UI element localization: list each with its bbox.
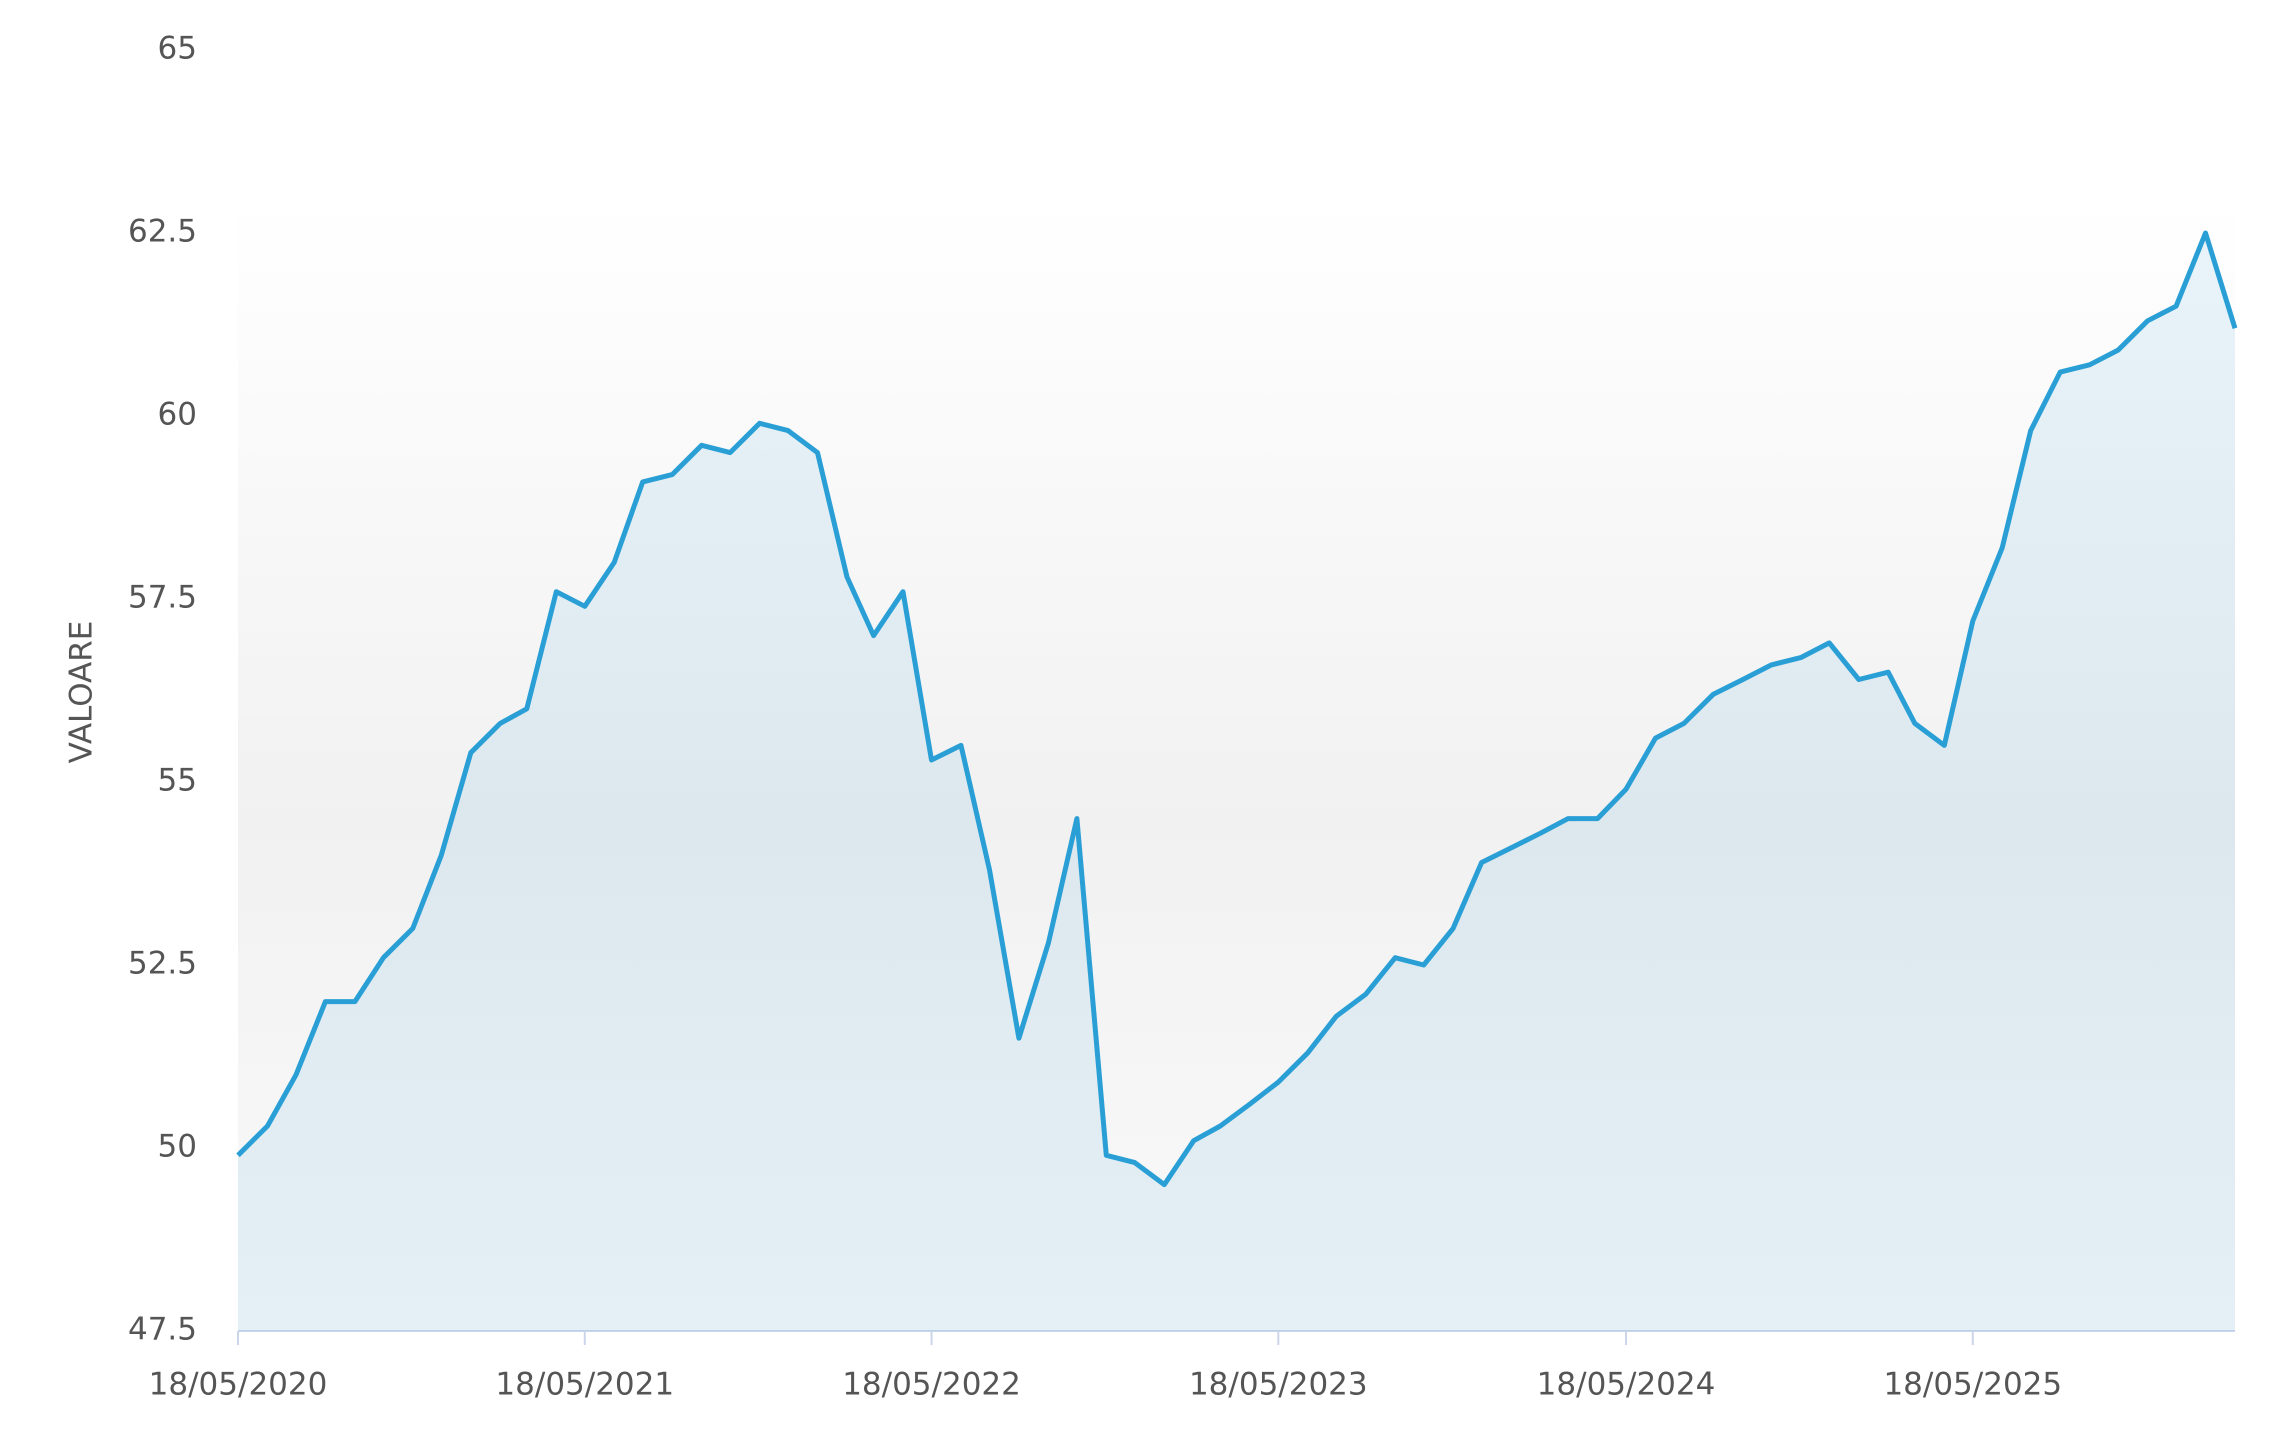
y-tick-label: 52.5 bbox=[128, 946, 197, 982]
y-tick-label: 62.5 bbox=[128, 214, 197, 250]
x-tick-label: 18/05/2021 bbox=[495, 1367, 674, 1403]
y-tick-label: 57.5 bbox=[128, 580, 197, 616]
x-tick-label: 18/05/2020 bbox=[149, 1367, 328, 1403]
y-tick-label: 47.5 bbox=[128, 1312, 197, 1348]
x-tick-label: 18/05/2023 bbox=[1189, 1367, 1368, 1403]
y-axis-title: VALOARE bbox=[64, 621, 100, 764]
x-tick-label: 18/05/2024 bbox=[1537, 1367, 1716, 1403]
y-tick-label: 60 bbox=[158, 397, 197, 433]
x-tick-label: 18/05/2022 bbox=[842, 1367, 1021, 1403]
x-tick-label: 18/05/2025 bbox=[1883, 1367, 2062, 1403]
y-tick-label: 50 bbox=[158, 1129, 197, 1165]
line bbox=[236, 230, 2238, 1188]
plot-background bbox=[238, 200, 2235, 1331]
y-tick-label: 55 bbox=[158, 763, 197, 799]
y-tick-label: 65 bbox=[158, 31, 197, 67]
area bbox=[238, 233, 2235, 1331]
